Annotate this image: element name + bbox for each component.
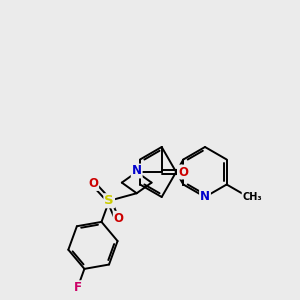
Text: CH₃: CH₃ [242,192,262,202]
Text: N: N [200,190,210,203]
Text: F: F [74,281,82,294]
Text: O: O [88,177,98,190]
Text: O: O [178,166,188,178]
Text: N: N [132,164,142,178]
Text: S: S [104,194,114,207]
Text: O: O [114,212,124,225]
